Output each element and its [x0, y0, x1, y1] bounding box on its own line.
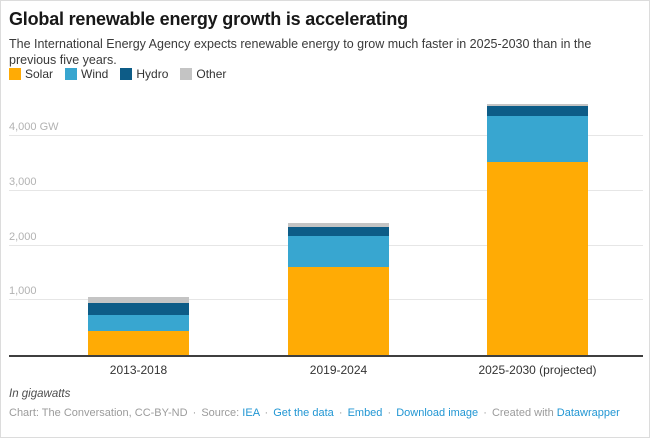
legend-label: Solar	[25, 67, 54, 81]
source-label: Source:	[201, 407, 240, 419]
get-the-data-link[interactable]: Get the data	[273, 407, 334, 419]
bar-segment-solar-2025-2030 (projected)	[487, 162, 588, 355]
bar-2013-2018	[88, 95, 189, 355]
bar-segment-wind-2019-2024	[288, 235, 389, 267]
separator: ·	[483, 407, 487, 419]
legend-label: Hydro	[136, 67, 169, 81]
x-axis-label-2025-2030 (projected): 2025-2030 (projected)	[478, 363, 597, 377]
plot-area: 1,000 2,000 3,000 4,000 GW	[9, 97, 643, 357]
chart-subtitle: The International Energy Agency expects …	[9, 37, 592, 68]
bar-segment-hydro-2019-2024	[288, 227, 389, 236]
legend-swatch-hydro	[120, 68, 133, 80]
bar-segment-hydro-2013-2018	[88, 303, 189, 315]
download-image-link[interactable]: Download image	[396, 407, 479, 419]
legend-item-wind: Wind	[65, 67, 108, 81]
separator: ·	[338, 407, 343, 419]
units-note: In gigawatts	[9, 388, 71, 400]
attribution-line: Chart: The Conversation, CC-BY-ND · Sour…	[9, 407, 641, 419]
legend-item-hydro: Hydro	[120, 67, 168, 81]
y-tick-label-1000: 1,000	[9, 285, 37, 298]
y-tick-label-4000: 4,000 GW	[9, 121, 59, 134]
bar-2025-2030 (projected)	[487, 95, 588, 355]
bar-segment-other-2019-2024	[288, 223, 389, 228]
legend-swatch-other	[180, 68, 193, 80]
embed-link[interactable]: Embed	[347, 407, 383, 419]
bar-segment-solar-2019-2024	[288, 266, 389, 355]
bar-segment-wind-2013-2018	[88, 314, 189, 331]
separator: ·	[264, 407, 269, 419]
x-axis-label-2013-2018: 2013-2018	[109, 363, 168, 377]
bar-segment-wind-2025-2030 (projected)	[487, 115, 588, 163]
bar-2019-2024	[288, 95, 389, 355]
bar-segment-hydro-2025-2030 (projected)	[487, 105, 588, 116]
credit-text: Chart: The Conversation, CC-BY-ND	[9, 407, 188, 419]
legend-swatch-wind	[65, 68, 78, 80]
created-with-text: Created with	[491, 407, 554, 419]
separator: ·	[387, 407, 392, 419]
legend-label: Other	[196, 67, 227, 81]
legend-label: Wind	[81, 67, 109, 81]
legend-item-solar: Solar	[9, 67, 53, 81]
bar-segment-other-2013-2018	[88, 296, 189, 303]
legend-item-other: Other	[180, 67, 226, 81]
y-tick-label-2000: 2,000	[9, 230, 37, 243]
gridline-3000	[9, 189, 643, 191]
separator: ·	[192, 407, 197, 419]
datawrapper-link[interactable]: Datawrapper	[556, 407, 620, 419]
legend-swatch-solar	[9, 68, 21, 80]
bar-segment-solar-2013-2018	[88, 330, 189, 355]
chart-title: Global renewable energy growth is accele…	[9, 9, 408, 29]
source-link-iea[interactable]: IEA	[242, 407, 260, 419]
legend: Solar Wind Hydro Other	[9, 67, 226, 81]
gridline-4000	[9, 135, 643, 137]
x-axis-label-2019-2024: 2019-2024	[309, 363, 368, 377]
y-tick-label-3000: 3,000	[9, 175, 37, 188]
bar-segment-other-2025-2030 (projected)	[487, 103, 588, 106]
